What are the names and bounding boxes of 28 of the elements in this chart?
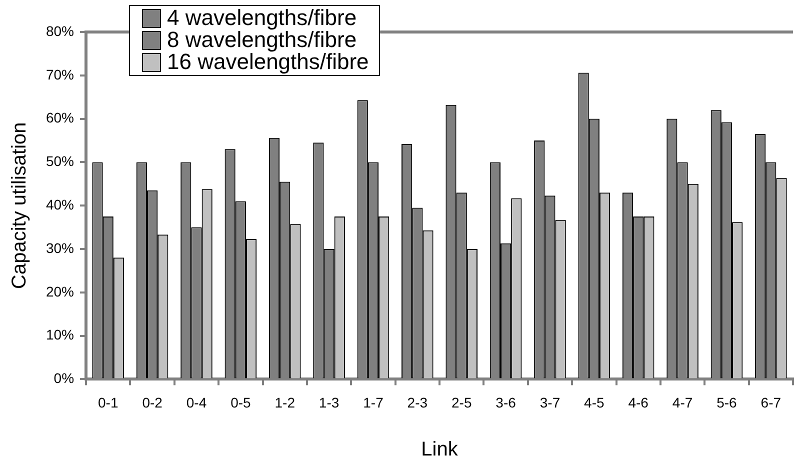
y-axis-title: Capacity utilisation	[8, 122, 31, 289]
y-tick-label: 20%	[46, 283, 74, 300]
y-tick-label: 10%	[46, 326, 74, 343]
x-tick-label: 0-4	[186, 394, 207, 410]
x-tick-label: 0-1	[98, 394, 118, 410]
x-tick-label: 1-3	[318, 394, 340, 410]
y-tick-label: 60%	[46, 110, 74, 126]
x-tick-label: 4-7	[672, 394, 693, 410]
y-tick-label: 0%	[54, 370, 74, 386]
y-tick-label: 50%	[46, 153, 74, 170]
y-tick-label: 70%	[46, 66, 74, 82]
y-tick-label: 40%	[46, 196, 74, 212]
x-tick-label: 4-5	[584, 394, 604, 410]
x-tick-label: 4-6	[628, 394, 649, 410]
legend-label: 4 wavelengths/fibre	[167, 5, 357, 30]
x-tick-label: 2-3	[407, 394, 428, 410]
x-tick-label: 0-5	[230, 394, 252, 410]
x-tick-label: 5-6	[716, 394, 738, 410]
x-tick-label: 3-6	[496, 394, 516, 410]
x-tick-label: 2-5	[451, 394, 472, 410]
x-tick-label: 6-7	[760, 394, 782, 410]
x-tick-label: 1-2	[274, 394, 296, 410]
x-axis-title: Link	[421, 438, 459, 461]
y-tick-label: 30%	[46, 240, 74, 256]
x-tick-label: 0-2	[142, 394, 163, 410]
y-tick-label: 80%	[46, 22, 74, 39]
x-tick-label: 3-7	[540, 394, 560, 410]
x-tick-label: 1-7	[363, 394, 384, 410]
